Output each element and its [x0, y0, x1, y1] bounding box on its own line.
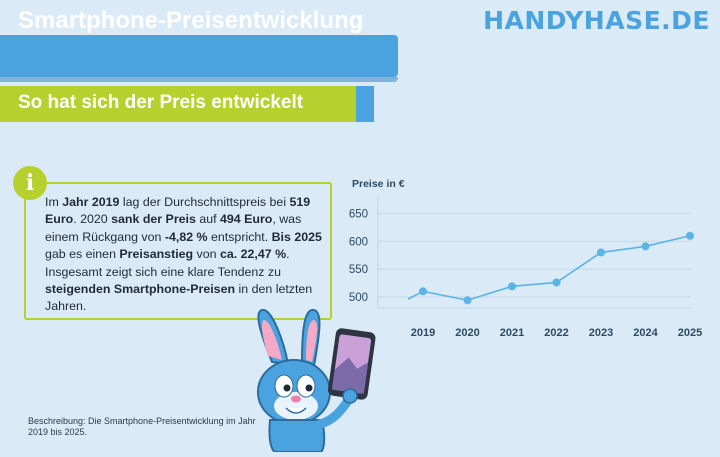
- info-text-segment: lag der Durchschnittspreis bei: [119, 195, 290, 209]
- x-tick-label: 2025: [678, 327, 702, 339]
- title-banner-shadow: [0, 77, 398, 82]
- data-point: [641, 242, 650, 251]
- data-point: [597, 248, 605, 257]
- info-text: Im Jahr 2019 lag der Durchschnittspreis …: [45, 194, 323, 316]
- subtitle-banner: [0, 86, 362, 122]
- info-text-segment: von: [193, 247, 220, 262]
- info-text-segment: Im: [45, 195, 63, 209]
- bunny-mascot-svg: [257, 308, 376, 453]
- info-text-segment: entspricht.: [207, 229, 272, 244]
- y-axis-title: Preise in €: [352, 178, 405, 190]
- data-point: [552, 278, 561, 287]
- series-line: [422, 234, 691, 302]
- info-icon: i: [13, 166, 47, 200]
- left-pupil: [283, 384, 291, 392]
- x-tick-label: 2019: [411, 327, 435, 339]
- right-ear-inner: [306, 320, 318, 362]
- info-text-highlight: Jahr 2019: [62, 195, 120, 209]
- chart-svg: 500 550 600 650 2019 2020 2021 2022 2023 2024 2025: [349, 196, 702, 339]
- info-text-highlight: ca. 22,47 %: [219, 247, 287, 262]
- y-tick-label: 600: [349, 236, 368, 248]
- subtitle-accent: [356, 86, 374, 122]
- hand: [342, 388, 358, 404]
- info-text-highlight: -4,82 %: [164, 229, 208, 244]
- phone-screen-art: [331, 357, 369, 394]
- info-text-segment: in den letzten Jahren.: [45, 282, 313, 314]
- x-tick-label: 2023: [589, 327, 613, 339]
- title-banner: [0, 35, 398, 82]
- info-text-segment: gab es einen: [45, 247, 120, 262]
- x-tick-label: 2020: [455, 327, 479, 339]
- info-text-highlight: steigenden Smartphone-Preisen: [45, 282, 236, 297]
- y-tick-label: 650: [349, 209, 368, 221]
- price-chart: 500 550 600 650 2019 2020 2021 2022 2023 2024 2025: [330, 170, 720, 350]
- bunny-mascot-icon: [232, 302, 402, 457]
- muzzle: [274, 392, 318, 420]
- page-title: Smartphone-Preisentwicklung: [18, 7, 364, 34]
- x-tick-label: 2021: [500, 327, 524, 339]
- y-tick-label: 500: [349, 292, 368, 304]
- x-tick-label: 2022: [544, 327, 568, 339]
- info-text-highlight: sank der Preis: [111, 212, 196, 227]
- data-point: [686, 231, 694, 240]
- smartphone-icon: [327, 328, 376, 400]
- info-text-segment: , was einem Rückgang von: [45, 212, 302, 244]
- info-text-highlight: Bis 2025: [271, 229, 322, 244]
- data-point: [419, 287, 427, 296]
- mouth: [285, 407, 307, 414]
- info-text-segment: . Insgesamt zeigt sich eine klare Tenden…: [45, 247, 290, 279]
- left-ear-inner: [261, 320, 282, 360]
- left-eye: [274, 374, 294, 398]
- info-text-segment: auf: [195, 212, 220, 227]
- y-tick-label: 550: [349, 264, 368, 276]
- page-subtitle: So hat sich der Preis entwickelt: [18, 92, 304, 113]
- right-pupil: [305, 384, 313, 392]
- data-point: [463, 296, 472, 305]
- info-box: [24, 182, 332, 320]
- description: Beschreibung: Die Smartphone-Preisentwic…: [28, 416, 256, 437]
- x-tick-label: 2024: [633, 327, 658, 339]
- data-point: [508, 282, 516, 291]
- info-text-highlight: Preisanstieg: [119, 247, 194, 262]
- right-eye: [296, 374, 316, 398]
- info-text-highlight: 494 Euro: [220, 212, 273, 227]
- info-text-highlight: 519 Euro: [45, 195, 311, 227]
- brand-logo: HANDYHASE.DE: [483, 6, 710, 35]
- nose: [291, 395, 301, 403]
- info-text-segment: . 2020: [73, 212, 112, 227]
